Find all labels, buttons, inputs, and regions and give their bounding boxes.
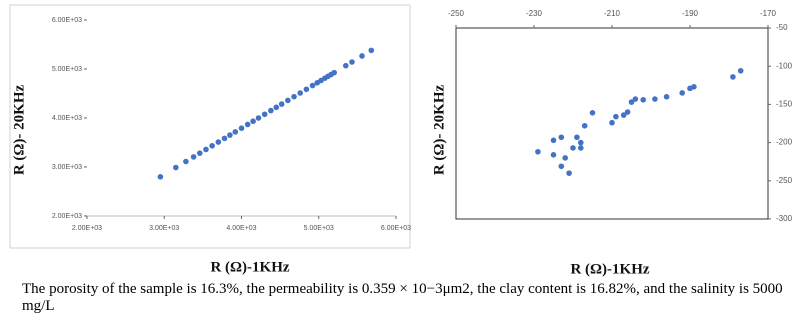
x-tick-label: 2.00E+03 <box>72 225 102 232</box>
point <box>652 96 658 102</box>
point <box>609 119 615 126</box>
point <box>291 93 297 100</box>
point <box>640 97 646 103</box>
point <box>535 148 541 155</box>
charts: 2.00E+03 3.00E+03 4.00E+03 5.00E+03 6.00E+03… <box>9 4 793 277</box>
point <box>737 67 744 74</box>
point <box>303 86 310 93</box>
y-tick-label: 6.00E+03 <box>52 17 82 24</box>
point <box>215 139 222 145</box>
point <box>558 163 565 170</box>
point <box>368 47 375 54</box>
point <box>679 90 685 96</box>
point <box>632 96 639 102</box>
point <box>331 69 338 76</box>
x-tick-label: 5.00E+03 <box>304 225 334 232</box>
point <box>244 121 251 128</box>
point <box>238 125 245 131</box>
point <box>581 122 588 129</box>
point <box>232 129 239 135</box>
y-tick-label: 5.00E+03 <box>52 66 82 73</box>
point <box>190 154 197 160</box>
point <box>297 90 304 96</box>
x-tick-label: 6.00E+03 <box>381 225 411 232</box>
point <box>550 137 557 144</box>
y-tick-label: 4.00E+03 <box>52 115 82 122</box>
y-tick-label: -300 <box>776 214 793 223</box>
point <box>562 155 568 161</box>
point <box>558 134 565 141</box>
chart-frame <box>9 4 411 249</box>
point <box>285 97 291 104</box>
x-tick-label: -170 <box>760 9 777 18</box>
point <box>663 93 670 100</box>
x-tick-label: 3.00E+03 <box>149 225 179 232</box>
point <box>196 150 203 156</box>
point <box>349 59 355 65</box>
point <box>273 104 280 111</box>
point <box>221 135 228 142</box>
y-axis-label: R (Ω)- 20KHz <box>11 84 27 175</box>
point <box>209 142 215 149</box>
point <box>574 134 580 141</box>
point <box>624 109 631 115</box>
x-tick-label: -210 <box>604 9 621 18</box>
x-axis-label: R (Ω)-1KHz <box>570 261 649 277</box>
y-tick-label: 2.00E+03 <box>52 213 82 220</box>
y-tick-label: -100 <box>776 61 793 70</box>
point <box>620 112 627 118</box>
point <box>566 170 572 176</box>
point <box>173 164 179 171</box>
point <box>570 145 576 151</box>
y-tick-label: 3.00E+03 <box>52 164 82 171</box>
point <box>550 152 557 158</box>
point <box>255 115 262 121</box>
y-axis-label: R (Ω)- 20KHz <box>431 84 447 175</box>
point <box>268 107 274 114</box>
y-tick-label: -200 <box>776 138 793 147</box>
point <box>613 113 619 120</box>
point <box>730 74 736 80</box>
point <box>250 118 256 125</box>
y-tick-label: -50 <box>776 23 788 32</box>
point <box>183 158 189 165</box>
point <box>359 53 365 59</box>
y-tick-label: -150 <box>776 100 793 109</box>
x-tick-label: -190 <box>682 9 699 18</box>
x-axis-label: R (Ω)-1KHz <box>210 259 289 275</box>
caption: The porosity of the sample is 16.3%, the… <box>22 281 783 314</box>
point <box>578 145 584 151</box>
point <box>261 111 268 118</box>
x-tick-label: 4.00E+03 <box>226 225 256 232</box>
point <box>342 62 349 69</box>
point <box>589 110 596 116</box>
point <box>227 132 233 138</box>
point <box>309 82 316 89</box>
point <box>203 146 209 153</box>
x-tick-label: -250 <box>448 9 465 18</box>
y-tick-label: -250 <box>776 176 793 185</box>
point <box>628 99 635 105</box>
point <box>157 174 164 180</box>
x-tick-label: -230 <box>526 9 543 18</box>
point <box>691 84 697 90</box>
point <box>578 139 584 146</box>
point <box>278 101 285 107</box>
